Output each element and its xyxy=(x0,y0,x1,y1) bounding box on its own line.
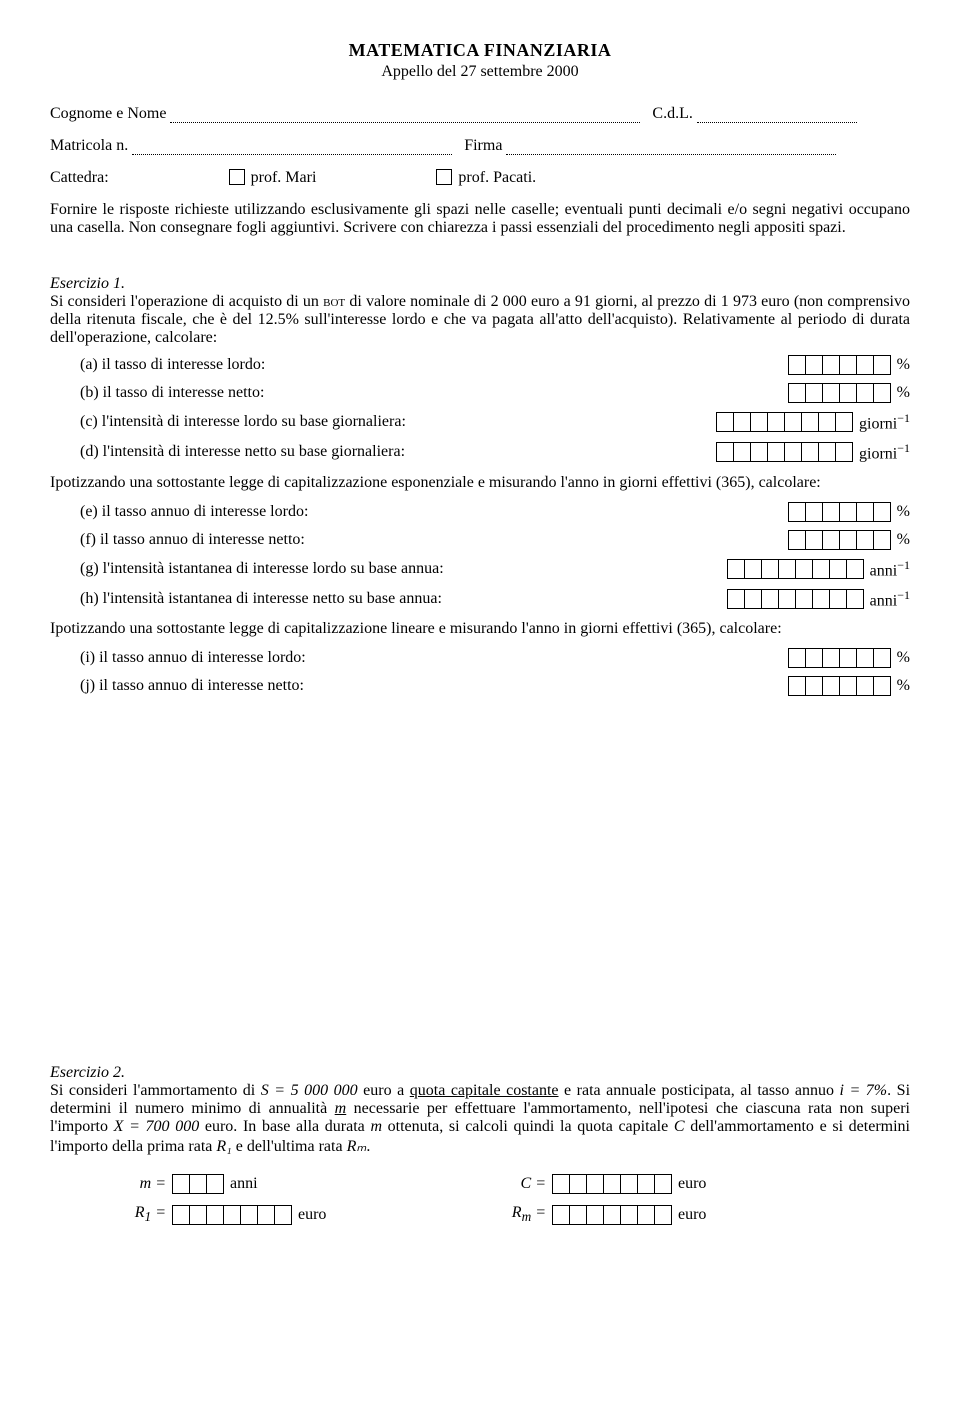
ex2-answer: m = anni xyxy=(130,1174,450,1194)
answer-label: (h) l'intensità istantanea di interesse … xyxy=(80,590,442,608)
answer-row: (b) il tasso di interesse netto:% xyxy=(80,383,910,403)
ex1-list-2: (e) il tasso annuo di interesse lordo:%(… xyxy=(50,502,910,611)
matricola-field[interactable] xyxy=(132,154,452,155)
unit-label: euro xyxy=(678,1175,706,1193)
checkbox-mari[interactable] xyxy=(229,169,245,185)
prof-pacati-label: prof. Pacati. xyxy=(458,169,536,187)
ex2-answer: C = euro xyxy=(510,1174,830,1194)
answer-row: (h) l'intensità istantanea di interesse … xyxy=(80,588,910,610)
ex1-para3: Ipotizzando una sottostante legge di cap… xyxy=(50,620,910,638)
variable-label: C = xyxy=(510,1175,546,1193)
firma-field[interactable] xyxy=(506,154,836,155)
variable-label: Rm = xyxy=(510,1204,546,1225)
answer-cells[interactable] xyxy=(788,530,891,550)
matricola-label: Matricola n. xyxy=(50,137,128,154)
answer-cells[interactable] xyxy=(172,1205,292,1225)
answer-label: (c) l'intensità di interesse lordo su ba… xyxy=(80,413,406,431)
answer-label: (b) il tasso di interesse netto: xyxy=(80,384,264,402)
answer-row: (i) il tasso annuo di interesse lordo:% xyxy=(80,648,910,668)
ex2-text: Si consideri l'ammortamento di S = 5 000… xyxy=(50,1082,910,1156)
answer-row: (g) l'intensità istantanea di interesse … xyxy=(80,558,910,580)
checkbox-pacati[interactable] xyxy=(436,169,452,185)
prof-mari-label: prof. Mari xyxy=(251,169,317,187)
answer-cells[interactable] xyxy=(727,589,864,609)
answer-row: (f) il tasso annuo di interesse netto:% xyxy=(80,530,910,550)
unit-label: % xyxy=(897,384,910,402)
ex2-heading: Esercizio 2. xyxy=(50,1064,910,1082)
answer-cells[interactable] xyxy=(716,412,853,432)
ex1-list-1: (a) il tasso di interesse lordo:%(b) il … xyxy=(50,355,910,464)
variable-label: R1 = xyxy=(130,1204,166,1225)
cdl-label: C.d.L. xyxy=(652,105,692,122)
answer-row: (e) il tasso annuo di interesse lordo:% xyxy=(80,502,910,522)
answer-row: (d) l'intensità di interesse netto su ba… xyxy=(80,441,910,463)
ex2-answer: R1 = euro xyxy=(130,1204,450,1225)
answer-cells[interactable] xyxy=(788,383,891,403)
answer-row: (j) il tasso annuo di interesse netto:% xyxy=(80,676,910,696)
answer-row: (a) il tasso di interesse lordo:% xyxy=(80,355,910,375)
ex1-list-3: (i) il tasso annuo di interesse lordo:%(… xyxy=(50,648,910,696)
unit-label: % xyxy=(897,356,910,374)
ex1-para2: Ipotizzando una sottostante legge di cap… xyxy=(50,474,910,492)
ex2-answer: Rm = euro xyxy=(510,1204,830,1225)
answer-cells[interactable] xyxy=(788,648,891,668)
unit-label: anni xyxy=(230,1175,258,1193)
unit-label: anni−1 xyxy=(870,558,910,580)
answer-label: (g) l'intensità istantanea di interesse … xyxy=(80,560,444,578)
unit-label: giorni−1 xyxy=(859,411,910,433)
cognome-label: Cognome e Nome xyxy=(50,105,166,122)
unit-label: % xyxy=(897,677,910,695)
unit-label: giorni−1 xyxy=(859,441,910,463)
unit-label: % xyxy=(897,649,910,667)
ex2-answers-grid: m = anni C = euro R1 = euro Rm = euro xyxy=(50,1174,910,1225)
cognome-field[interactable] xyxy=(170,122,640,123)
instructions-text: Fornire le risposte richieste utilizzand… xyxy=(50,201,910,237)
unit-label: % xyxy=(897,503,910,521)
page-subtitle: Appello del 27 settembre 2000 xyxy=(50,63,910,81)
firma-label: Firma xyxy=(464,137,502,154)
answer-cells[interactable] xyxy=(788,676,891,696)
answer-cells[interactable] xyxy=(172,1174,224,1194)
answer-label: (i) il tasso annuo di interesse lordo: xyxy=(80,649,306,667)
answer-label: (f) il tasso annuo di interesse netto: xyxy=(80,531,305,549)
ex1-text: Si consideri l'operazione di acquisto di… xyxy=(50,293,910,347)
answer-cells[interactable] xyxy=(788,355,891,375)
answer-cells[interactable] xyxy=(552,1205,672,1225)
cattedra-label: Cattedra: xyxy=(50,169,109,187)
ex1-heading: Esercizio 1. xyxy=(50,275,910,293)
page-title: MATEMATICA FINANZIARIA xyxy=(50,40,910,61)
answer-label: (j) il tasso annuo di interesse netto: xyxy=(80,677,304,695)
variable-label: m = xyxy=(130,1175,166,1193)
answer-cells[interactable] xyxy=(788,502,891,522)
answer-label: (d) l'intensità di interesse netto su ba… xyxy=(80,443,405,461)
answer-label: (e) il tasso annuo di interesse lordo: xyxy=(80,503,308,521)
answer-cells[interactable] xyxy=(716,442,853,462)
answer-row: (c) l'intensità di interesse lordo su ba… xyxy=(80,411,910,433)
answer-cells[interactable] xyxy=(727,559,864,579)
unit-label: % xyxy=(897,531,910,549)
unit-label: euro xyxy=(298,1206,326,1224)
cdl-field[interactable] xyxy=(697,122,857,123)
unit-label: euro xyxy=(678,1206,706,1224)
unit-label: anni−1 xyxy=(870,588,910,610)
answer-cells[interactable] xyxy=(552,1174,672,1194)
answer-label: (a) il tasso di interesse lordo: xyxy=(80,356,265,374)
